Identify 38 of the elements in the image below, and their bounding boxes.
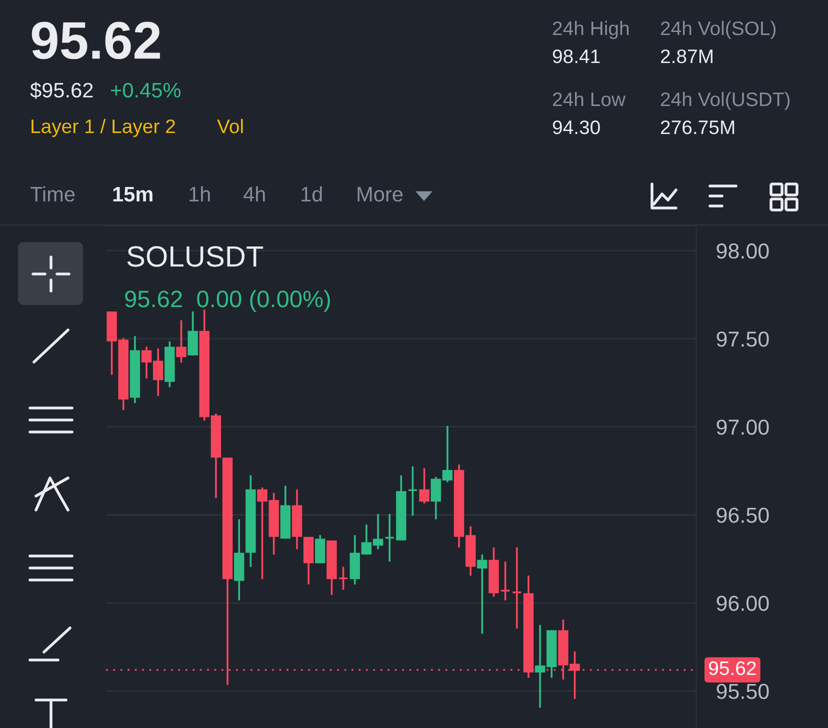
text: 24h Vol(USDT)	[660, 92, 790, 110]
text: 1d	[302, 186, 322, 202]
candlestick	[477, 554, 488, 634]
ref-line-label: 95.62	[709, 661, 756, 676]
candlestick	[188, 311, 198, 356]
candlestick	[315, 535, 326, 564]
text: Vol	[217, 118, 243, 134]
text: 24h Low	[552, 92, 626, 106]
y-tick-label: 97.50	[716, 332, 769, 347]
candlestick	[500, 562, 510, 600]
text: 24h High	[552, 20, 629, 40]
text: 2.87M	[660, 49, 712, 64]
text: More	[358, 187, 403, 202]
y-tick-label: 95.50	[716, 684, 769, 700]
text: Time	[30, 186, 75, 202]
text: 1h	[190, 186, 210, 202]
text: $95.62	[30, 82, 93, 99]
candlestick	[176, 320, 186, 363]
text: 94.30	[552, 120, 600, 134]
y-tick-label: 98.00	[716, 243, 769, 259]
text: SOLUSDT	[127, 246, 264, 267]
text: +0.45%	[111, 82, 180, 98]
y-tick-label: 96.50	[716, 508, 769, 523]
y-tick-label: 97.00	[716, 420, 769, 435]
candlestick	[419, 468, 430, 504]
candlestick	[408, 466, 418, 516]
candlestick	[338, 566, 348, 590]
text: 98.41	[552, 49, 600, 64]
candlestick	[512, 547, 522, 629]
text: 24h Vol(SOL)	[660, 20, 776, 40]
y-tick-label: 96.00	[716, 596, 769, 611]
text: 4h	[243, 186, 265, 202]
text: Layer 1 / Layer 2	[32, 118, 175, 138]
text: 15m	[113, 187, 152, 202]
text: 95.62 0.00 (0.00%)	[125, 290, 330, 312]
candlestick	[384, 514, 395, 562]
text: 276.75M	[660, 120, 734, 134]
text: 95.62	[32, 22, 160, 60]
